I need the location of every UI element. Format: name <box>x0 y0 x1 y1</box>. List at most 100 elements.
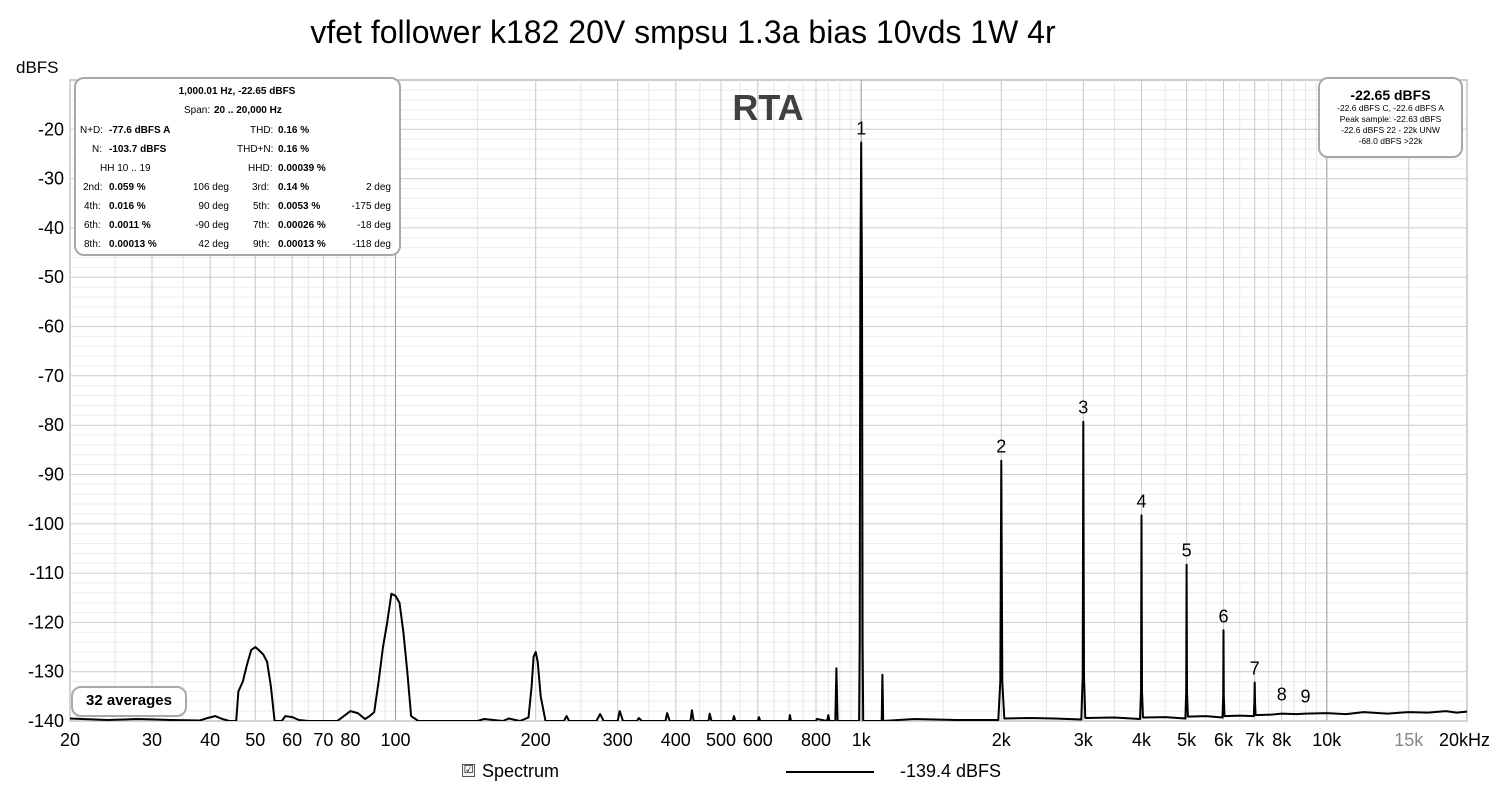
x-tick-label: 50 <box>245 730 265 750</box>
y-tick-label: -90 <box>38 465 64 485</box>
rta-watermark: RTA <box>732 87 803 128</box>
thd-value: 0.16 % <box>278 125 310 136</box>
x-tick-label: 800 <box>801 730 831 750</box>
n-value: -103.7 dBFS <box>109 144 167 155</box>
level-line-2: Peak sample: -22.63 dBFS <box>1339 114 1442 124</box>
nd-label: N+D: <box>80 125 104 136</box>
h2-value: 0.059 % <box>109 182 146 193</box>
h3-value: 0.14 % <box>278 182 310 193</box>
rta-plot[interactable]: RTA 1 2 3 4 5 6 78 9 20 30 40 50 60 70 80 100 200 300 400… <box>0 0 1500 760</box>
n-label: N: <box>92 144 102 155</box>
y-tick-label: -40 <box>38 218 64 238</box>
x-tick-label: 60 <box>282 730 302 750</box>
h4-phase: 90 deg <box>198 201 229 212</box>
h3-label: 3rd: <box>252 182 270 193</box>
y-axis-label: dBFS <box>16 58 59 77</box>
h7-phase: -18 deg <box>357 220 391 231</box>
h8-phase: 42 deg <box>198 239 229 250</box>
h7-label: 7th: <box>253 220 270 231</box>
spectrum-line <box>70 141 1467 721</box>
thdn-value: 0.16 % <box>278 144 310 155</box>
x-tick-label: 40 <box>200 730 220 750</box>
harmonic-label: 3 <box>1078 398 1088 418</box>
x-tick-label: 80 <box>340 730 360 750</box>
h9-phase: -118 deg <box>352 239 391 250</box>
distortion-stats-panel[interactable]: 1,000.01 Hz, -22.65 dBFS Span: 20 .. 20,… <box>74 77 401 256</box>
x-tick-label: 600 <box>743 730 773 750</box>
h9-label: 9th: <box>253 239 270 250</box>
y-tick-label: -30 <box>38 169 64 189</box>
y-tick-label: -80 <box>38 415 64 435</box>
level-readout-panel[interactable]: -22.65 dBFS -22.6 dBFS C, -22.6 dBFS A P… <box>1318 77 1463 158</box>
x-tick-label: 15k <box>1394 730 1424 750</box>
x-tick-label: 2k <box>992 730 1012 750</box>
y-tick-label: -110 <box>29 563 64 583</box>
x-tick-label: 500 <box>706 730 736 750</box>
y-tick-label: -130 <box>28 662 64 682</box>
y-tick-label: -20 <box>38 119 64 139</box>
harmonic-label: 5 <box>1182 541 1192 561</box>
h7-value: 0.00026 % <box>278 220 326 231</box>
averages-badge[interactable]: 32 averages <box>71 686 187 717</box>
y-tick-label: -70 <box>38 366 64 386</box>
spectrum-series <box>70 141 1467 721</box>
spectrum-checkbox[interactable]: ☑ <box>462 764 475 777</box>
harmonic-label: 1 <box>856 118 866 138</box>
harmonic-label: 4 <box>1136 491 1146 511</box>
hhd-label: HHD: <box>248 163 273 174</box>
h8-label: 8th: <box>84 239 101 250</box>
x-tick-label: 6k <box>1214 730 1234 750</box>
h2-label: 2nd: <box>83 182 103 193</box>
h4-label: 4th: <box>84 201 101 212</box>
x-tick-labels: 20 30 40 50 60 70 80 100 200 300 400 500 600 800 1k 2k 3… <box>60 730 1490 750</box>
y-tick-labels: -20 -30 -40 -50 -60 -70 -80 -90 -100 -110 -120 -130… <box>28 119 64 731</box>
x-tick-label: 200 <box>521 730 551 750</box>
x-tick-label: 20kHz <box>1439 730 1490 750</box>
stats-header: 1,000.01 Hz, -22.65 dBFS <box>178 86 296 97</box>
x-tick-label: 30 <box>142 730 162 750</box>
hhd-value: 0.00039 % <box>278 163 326 174</box>
x-tick-label: 300 <box>603 730 633 750</box>
x-tick-label: 20 <box>60 730 80 750</box>
y-tick-label: -140 <box>28 711 64 731</box>
y-tick-label: -100 <box>28 514 64 534</box>
spectrum-legend-line <box>786 771 874 773</box>
level-line-3: -22.6 dBFS 22 - 22k UNW <box>1341 125 1440 135</box>
x-tick-label: 4k <box>1132 730 1152 750</box>
h6-phase: -90 deg <box>195 220 229 231</box>
x-tick-label: 3k <box>1074 730 1094 750</box>
h8-value: 0.00013 % <box>109 239 157 250</box>
thdn-label: THD+N: <box>237 144 274 155</box>
y-tick-label: -120 <box>28 612 64 632</box>
h6-label: 6th: <box>84 220 101 231</box>
spectrum-legend-label[interactable]: Spectrum <box>482 761 560 781</box>
x-tick-label: 7k <box>1245 730 1265 750</box>
x-tick-label: 1k <box>852 730 872 750</box>
h2-phase: 106 deg <box>192 182 229 193</box>
x-tick-label: 5k <box>1177 730 1197 750</box>
y-tick-label: -60 <box>38 317 64 337</box>
level-line-1: -22.6 dBFS C, -22.6 dBFS A <box>1337 103 1444 113</box>
hh-label: HH 10 .. 19 <box>100 163 151 174</box>
harmonic-label: 7 <box>1250 659 1260 679</box>
x-tick-label: 400 <box>661 730 691 750</box>
level-line-4: -68.0 dBFS >22k <box>1358 136 1423 146</box>
h5-label: 5th: <box>253 201 270 212</box>
h9-value: 0.00013 % <box>278 239 326 250</box>
span-value: 20 .. 20,000 Hz <box>214 105 282 116</box>
x-tick-label: 100 <box>380 730 410 750</box>
x-tick-label: 70 <box>313 730 333 750</box>
h5-value: 0.0053 % <box>278 201 321 212</box>
harmonic-label: 2 <box>996 437 1006 457</box>
nd-value: -77.6 dBFS A <box>109 125 171 136</box>
h4-value: 0.016 % <box>109 201 146 212</box>
thd-label: THD: <box>250 125 274 136</box>
h3-phase: 2 deg <box>365 182 391 193</box>
harmonic-labels: 1 2 3 4 5 6 78 9 <box>856 118 1310 706</box>
harmonic-label: 6 <box>1218 606 1228 626</box>
h6-value: 0.0011 % <box>109 220 151 231</box>
h5-phase: -175 deg <box>351 201 391 212</box>
y-tick-label: -50 <box>38 267 64 287</box>
legend: ☑ Spectrum -139.4 dBFS <box>0 760 1500 788</box>
x-tick-label: 10k <box>1312 730 1342 750</box>
